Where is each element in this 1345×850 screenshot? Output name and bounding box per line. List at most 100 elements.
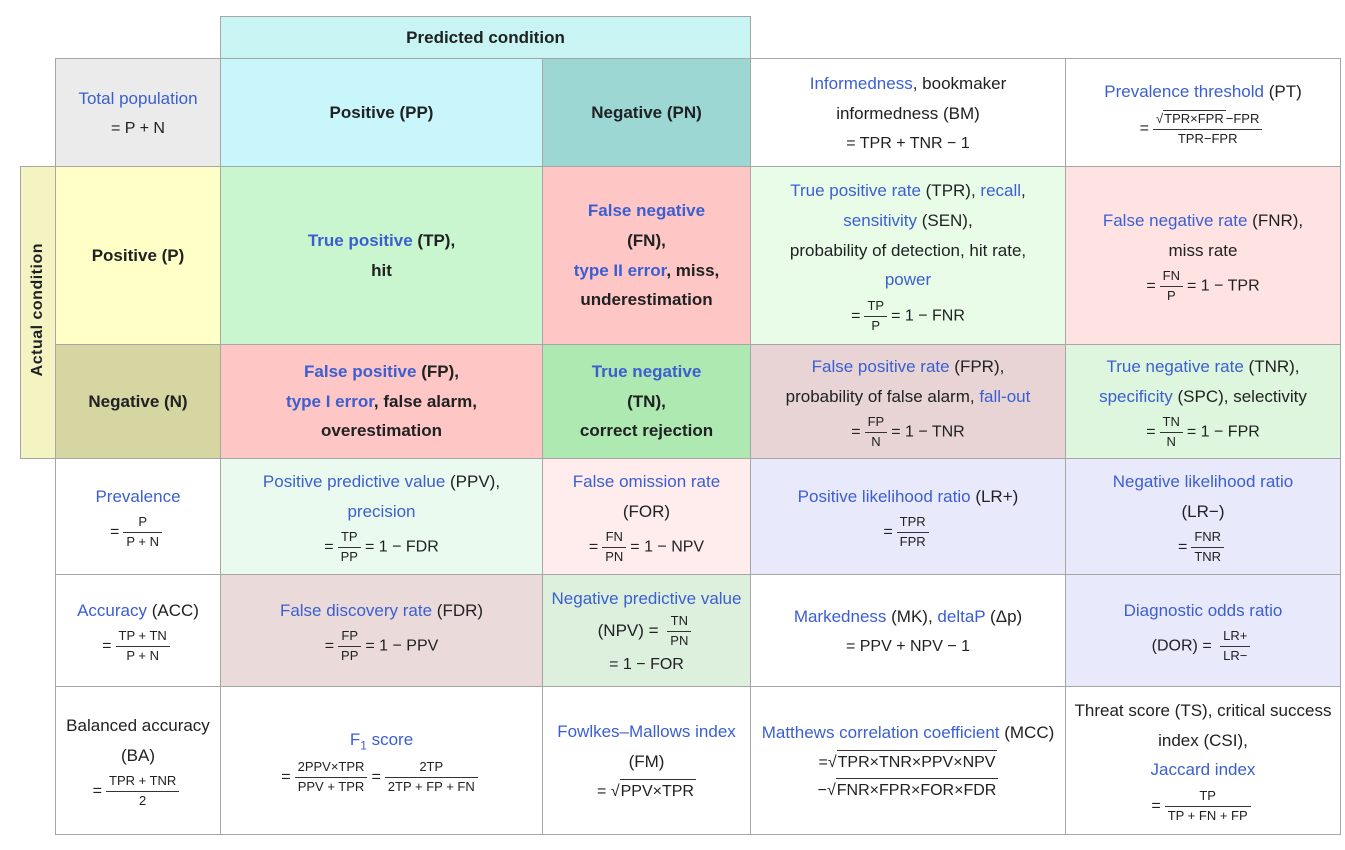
label: correct rejection bbox=[579, 421, 714, 441]
cell-balanced-accuracy: Balanced accuracy (BA) = TPR + TNR 2 bbox=[55, 686, 221, 835]
fraction-numerator: TP bbox=[1164, 788, 1251, 808]
link-false-positive-rate[interactable]: False positive rate bbox=[811, 356, 950, 376]
text-line: False negative bbox=[551, 196, 742, 226]
equals: = bbox=[92, 782, 103, 800]
f1-subscript: 1 bbox=[360, 738, 367, 753]
label: (MCC) bbox=[999, 722, 1055, 742]
label: (NPV) = bbox=[597, 621, 664, 641]
label: , bbox=[1021, 181, 1026, 201]
text-line: False discovery rate (FDR) bbox=[229, 596, 534, 626]
cell-positive-likelihood-ratio: Positive likelihood ratio (LR+) = TPR FPR bbox=[750, 458, 1066, 575]
label: hit bbox=[371, 260, 392, 280]
link-informedness[interactable]: Informedness bbox=[809, 74, 913, 94]
formula-tail: = 1 − PPV bbox=[365, 638, 439, 656]
link-false-discovery-rate[interactable]: False discovery rate bbox=[279, 600, 433, 620]
cell-diagnostic-odds-ratio: Diagnostic odds ratio (DOR) = LR+ LR− bbox=[1065, 574, 1341, 687]
equals: = bbox=[1146, 277, 1156, 295]
link-true-negative[interactable]: True negative bbox=[591, 361, 702, 381]
actual-positive-header: Positive (P) bbox=[55, 166, 221, 345]
link-specificity[interactable]: specificity bbox=[1099, 386, 1173, 406]
link-type-i-error[interactable]: type I error bbox=[286, 391, 374, 411]
link-total-population[interactable]: Total population bbox=[78, 89, 198, 109]
label: (PPV), bbox=[445, 471, 501, 491]
link-false-omission-rate[interactable]: False omission rate bbox=[572, 471, 721, 491]
cell-fowlkes-mallows-index: Fowlkes–Mallows index (FM) = √PPV×TPR bbox=[542, 686, 751, 835]
label: (TNR), bbox=[1243, 356, 1300, 376]
link-true-positive-rate[interactable]: True positive rate bbox=[790, 181, 921, 201]
label: (SPC), selectivity bbox=[1172, 386, 1307, 406]
sqrt-radical: √ bbox=[1156, 110, 1164, 126]
link-negative-likelihood-ratio[interactable]: Negative likelihood ratio bbox=[1112, 471, 1294, 491]
cell-markedness: Markedness (MK), deltaP (Δp) = PPV + NPV… bbox=[750, 574, 1066, 687]
actual-condition-header: Actual condition bbox=[20, 166, 56, 459]
formula-line: = √TPR×FPR −FPR TPR−FPR bbox=[1074, 107, 1332, 148]
fraction-numerator: TN bbox=[667, 613, 692, 633]
link-positive-likelihood-ratio[interactable]: Positive likelihood ratio bbox=[797, 486, 971, 506]
fraction-numerator: TPR bbox=[896, 514, 929, 534]
link-markedness[interactable]: Markedness bbox=[793, 607, 887, 627]
link-precision[interactable]: precision bbox=[347, 501, 416, 521]
text-line: False negative rate (FNR), bbox=[1074, 206, 1332, 236]
link-f1-score[interactable]: F1 score bbox=[350, 730, 413, 753]
link-positive-predictive-value[interactable]: Positive predictive value bbox=[262, 471, 446, 491]
link-fowlkes-mallows-index[interactable]: Fowlkes–Mallows index bbox=[557, 721, 736, 741]
formula-tail: = 1 − NPV bbox=[630, 538, 705, 556]
fraction-numerator: FN bbox=[1159, 268, 1184, 288]
link-true-positive[interactable]: True positive bbox=[307, 230, 413, 250]
link-fall-out[interactable]: fall-out bbox=[979, 386, 1031, 406]
cell-matthews-correlation-coefficient: Matthews correlation coefficient (MCC) =… bbox=[750, 686, 1066, 835]
link-prevalence-threshold[interactable]: Prevalence threshold bbox=[1104, 82, 1264, 102]
fraction-denominator: P bbox=[1167, 288, 1176, 304]
link-matthews-correlation-coefficient[interactable]: Matthews correlation coefficient bbox=[761, 722, 1000, 742]
equals: = bbox=[324, 638, 335, 656]
text-line: Prevalence bbox=[64, 482, 212, 512]
fraction: FP PP bbox=[338, 628, 362, 665]
link-diagnostic-odds-ratio[interactable]: Diagnostic odds ratio bbox=[1123, 600, 1283, 620]
fraction: TPR + TNR 2 bbox=[106, 773, 180, 810]
formula-text: = PPV + NPV − 1 bbox=[845, 637, 971, 655]
cell-false-positive-rate: False positive rate (FPR), probability o… bbox=[750, 344, 1066, 459]
fraction: FN PN bbox=[602, 529, 627, 566]
link-recall[interactable]: recall bbox=[980, 181, 1022, 201]
formula-line: = √PPV×TPR bbox=[551, 776, 742, 804]
fraction-numerator: TP bbox=[864, 298, 888, 317]
link-power[interactable]: power bbox=[884, 270, 932, 290]
link-negative-predictive-value[interactable]: Negative predictive value bbox=[551, 588, 742, 608]
label: (PT) bbox=[1263, 82, 1302, 102]
link-prevalence[interactable]: Prevalence bbox=[95, 486, 181, 506]
text-line: Balanced accuracy (BA) bbox=[64, 711, 212, 771]
fraction-numerator: TP + TN bbox=[115, 628, 170, 648]
fraction-denominator: N bbox=[871, 434, 881, 450]
link-sensitivity[interactable]: sensitivity bbox=[843, 210, 917, 230]
link-jaccard-index[interactable]: Jaccard index bbox=[1150, 760, 1256, 780]
label: (FDR) bbox=[432, 600, 484, 620]
predicted-negative-header: Negative (PN) bbox=[542, 58, 751, 167]
fraction: FN P bbox=[1159, 268, 1184, 305]
text-line: probability of detection, hit rate, bbox=[759, 236, 1057, 266]
fraction-denominator: PN bbox=[605, 549, 624, 565]
formula-line: = TPR FPR bbox=[759, 511, 1057, 551]
link-accuracy[interactable]: Accuracy bbox=[77, 600, 147, 620]
link-type-ii-error[interactable]: type II error bbox=[573, 260, 667, 280]
text-line: Prevalence threshold (PT) bbox=[1074, 77, 1332, 107]
link-false-positive[interactable]: False positive bbox=[304, 361, 417, 381]
cell-total-population: Total population = P + N bbox=[55, 58, 221, 167]
link-false-negative-rate[interactable]: False negative rate bbox=[1102, 210, 1248, 230]
label: probability of detection, hit rate, bbox=[789, 240, 1027, 260]
cell-false-omission-rate: False omission rate (FOR) = FN PN = 1 − NPV bbox=[542, 458, 751, 575]
blank-cell bbox=[20, 458, 56, 575]
sqrt-radical: √ bbox=[826, 782, 836, 800]
label: Balanced accuracy (BA) bbox=[66, 715, 210, 765]
fraction-denominator: TP + FN + FP bbox=[1167, 808, 1248, 824]
link-deltap[interactable]: deltaP bbox=[937, 607, 986, 627]
sqrt-radical: √ bbox=[827, 754, 837, 772]
predicted-condition-header: Predicted condition bbox=[220, 16, 751, 59]
link-true-negative-rate[interactable]: True negative rate bbox=[1106, 356, 1244, 376]
formula-line: = TN N = 1 − FPR bbox=[1074, 411, 1332, 451]
formula-text: = TPR + TNR − 1 bbox=[846, 134, 970, 152]
fraction-numerator: 2TP bbox=[384, 759, 478, 779]
label: (FPR), bbox=[949, 356, 1005, 376]
label: probability of false alarm, bbox=[785, 386, 980, 406]
link-false-negative[interactable]: False negative bbox=[587, 201, 706, 220]
